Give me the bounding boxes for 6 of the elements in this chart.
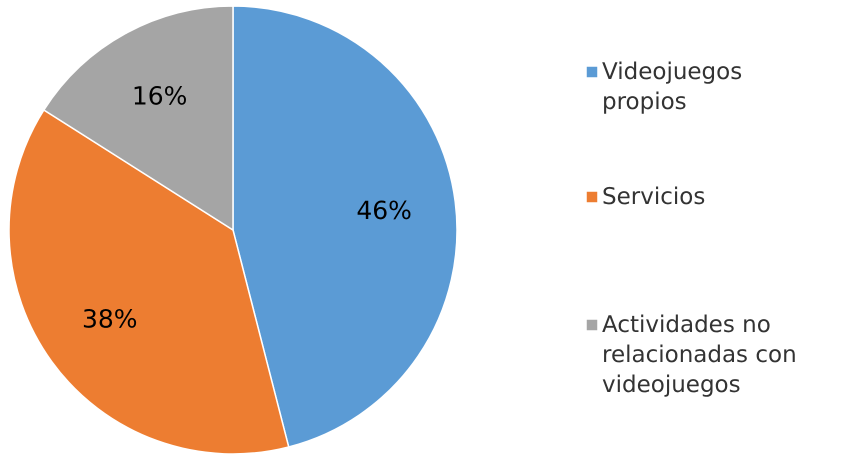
data-label: 38%: [82, 304, 138, 334]
legend-label: Videojuegos propios: [602, 59, 742, 115]
legend-label: Servicios: [602, 184, 706, 210]
legend-label: Actividades no relacionadas con videojuegos: [602, 312, 797, 398]
data-label: 16%: [132, 82, 188, 111]
data-label: 46%: [356, 196, 412, 225]
